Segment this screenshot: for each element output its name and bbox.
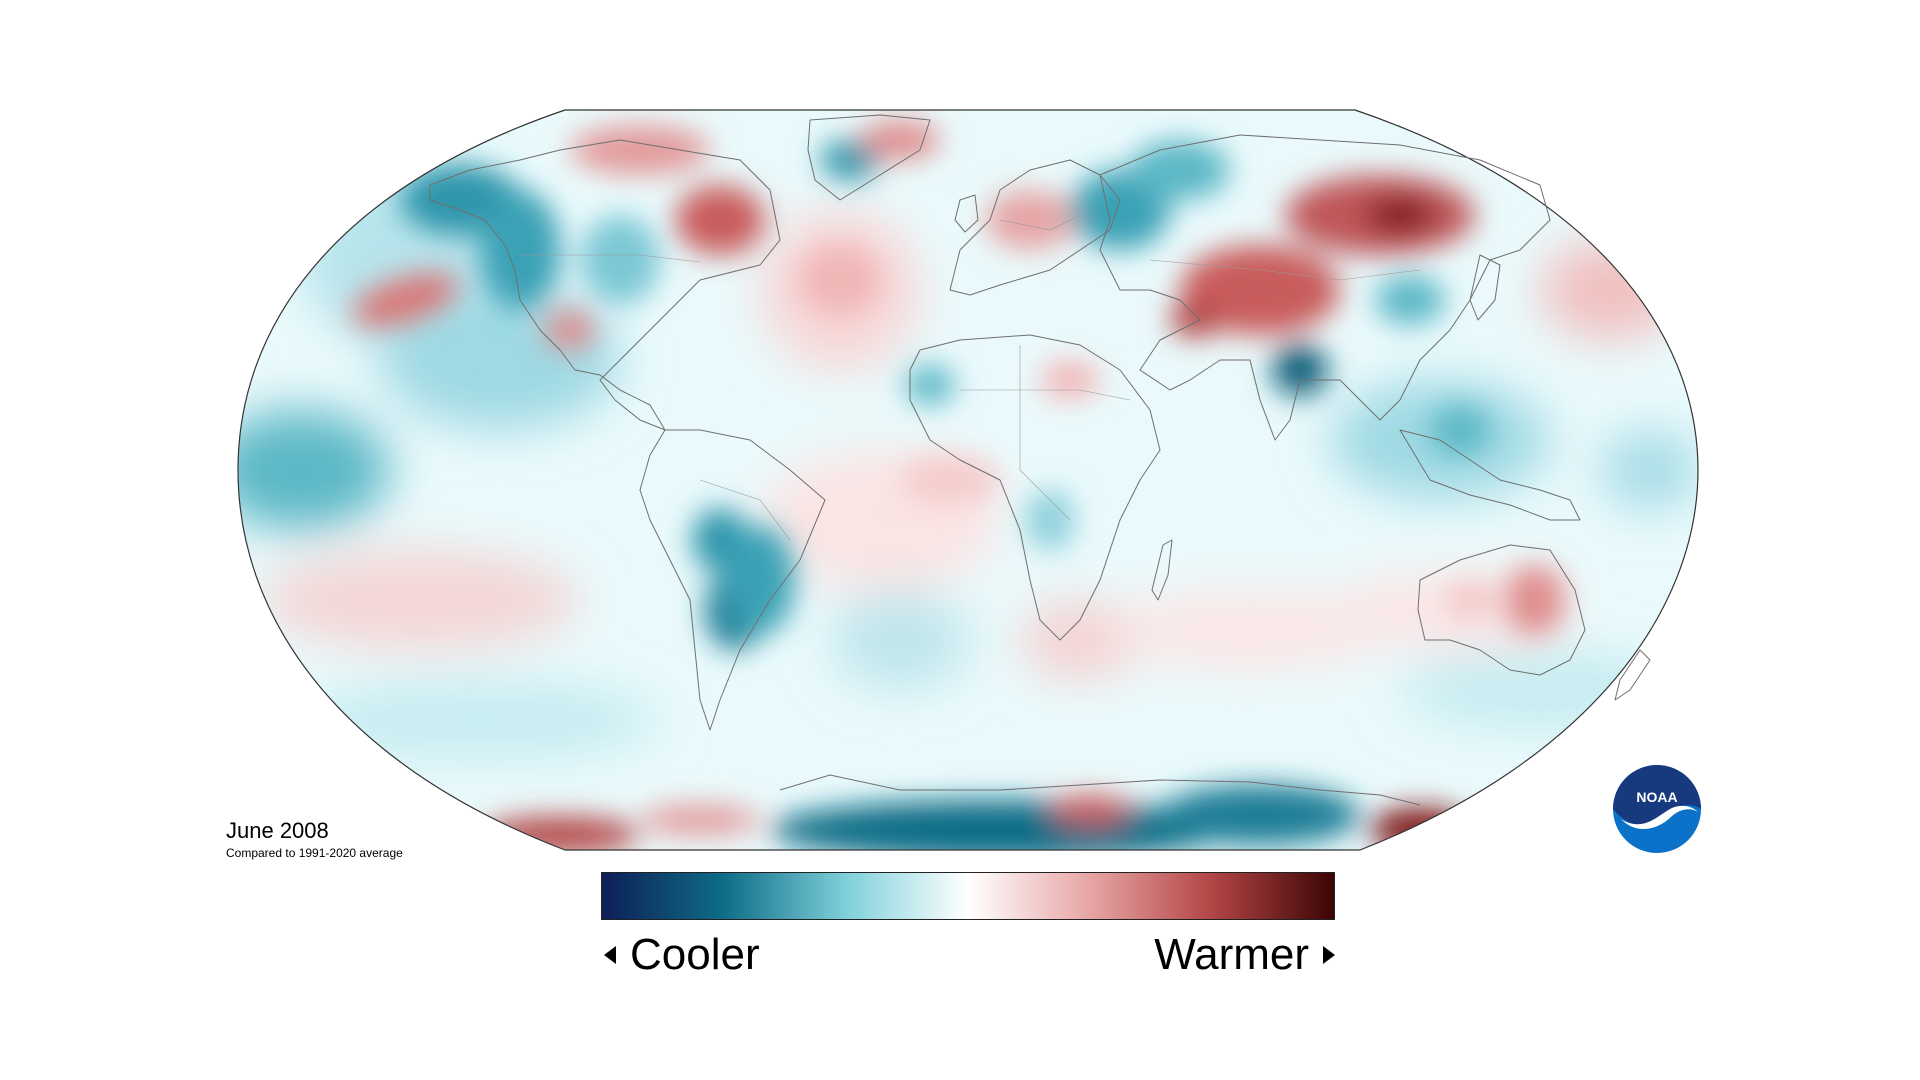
map-frame <box>237 109 1699 851</box>
noaa-logo-icon: NOAA <box>1613 765 1701 853</box>
color-scale-bar <box>601 872 1335 920</box>
europe-coast <box>949 159 1121 296</box>
map-date-title: June 2008 <box>226 818 329 843</box>
border-asia-1 <box>1149 259 1421 281</box>
south-america-coast <box>639 429 826 731</box>
uk-coast <box>954 194 979 233</box>
border-africa-2 <box>1019 345 1071 521</box>
asia-coast <box>1099 134 1551 441</box>
map-baseline-note: Compared to 1991-2020 average <box>226 846 403 860</box>
madagascar-coast <box>1151 539 1173 601</box>
noaa-logo-text: NOAA <box>1636 789 1677 805</box>
anomaly-field <box>238 110 1698 850</box>
north-america-coast <box>429 139 781 431</box>
antarctica-coast <box>779 774 1421 806</box>
warmer-label-text: Warmer <box>1154 930 1309 979</box>
japan-coast <box>1469 254 1501 321</box>
cooler-label-text: Cooler <box>630 930 760 979</box>
left-arrow-icon <box>604 946 616 964</box>
africa-coast <box>909 334 1161 641</box>
australia-coast <box>1417 544 1586 676</box>
country-borders <box>520 214 1421 541</box>
warmer-label: Warmer <box>1154 930 1335 980</box>
border-africa-1 <box>960 389 1131 401</box>
border-europe <box>999 214 1081 231</box>
cooler-label: Cooler <box>604 930 760 980</box>
new-zealand-coast <box>1614 649 1651 701</box>
right-arrow-icon <box>1323 946 1335 964</box>
coastlines <box>429 114 1651 806</box>
southeast-asia-coast <box>1399 429 1581 521</box>
border-us-canada <box>520 254 701 263</box>
border-south-america <box>699 479 791 541</box>
greenland-coast <box>807 114 931 201</box>
